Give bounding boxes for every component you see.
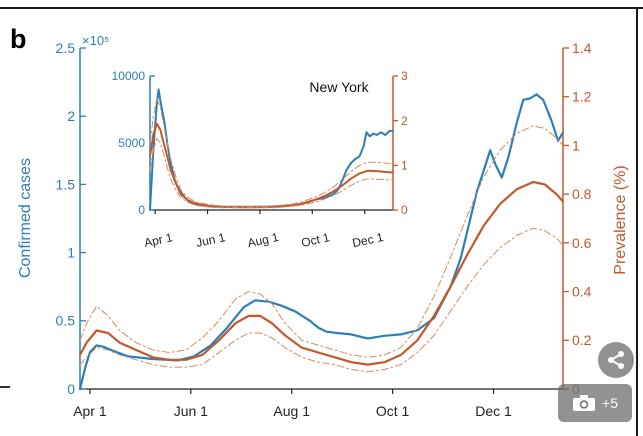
inset-title: New York (309, 79, 369, 95)
main-right-tick-label: 1.4 (572, 40, 592, 56)
main-right-tick-label: 1.2 (572, 89, 592, 105)
main-left-tick-label: 1.5 (56, 176, 76, 192)
share-icon (608, 351, 624, 369)
inset-right-tick-label: 0 (401, 203, 408, 217)
main-x-tick-label: Aug 1 (273, 403, 310, 419)
main-right-tick-label: 0.8 (572, 186, 592, 202)
main-prevalence-lower-line (79, 227, 564, 373)
main-right-tick-label: 0.4 (572, 283, 592, 299)
inset-right-tick-label: 1 (401, 159, 408, 173)
figure-right-border (636, 7, 638, 436)
main-x-tick-label: Oct 1 (376, 403, 410, 419)
inset-x-tick-label: Apr 1 (143, 230, 174, 250)
inset-prevalence-line (149, 122, 394, 209)
main-left-tick-label: 2 (67, 108, 75, 124)
main-right-axis-title: Prevalence (%) (612, 165, 629, 274)
inset-prevalence-lower-line (149, 138, 394, 209)
inset-right-tick-label: 3 (401, 69, 408, 83)
inset-left-tick-label: 10000 (112, 69, 146, 83)
inset-left-tick-label: 0 (138, 203, 145, 217)
main-x-tick-label: Dec 1 (475, 403, 512, 419)
inset-x-tick-label: Dec 1 (351, 230, 385, 250)
share-button[interactable] (598, 342, 634, 378)
inset-x-tick-label: Aug 1 (246, 230, 280, 250)
gallery-button[interactable]: +5 (558, 384, 632, 422)
gallery-count: +5 (602, 395, 618, 411)
figure-top-border (0, 7, 643, 9)
main-left-tick-label: 2.5 (56, 40, 76, 56)
inset-background (86, 60, 426, 260)
main-prevalence-upper-line (79, 125, 564, 358)
inset-x-tick-label: Oct 1 (300, 230, 331, 250)
inset-left-tick-label: 5000 (118, 136, 145, 150)
main-left-tick-label: 0 (67, 381, 75, 397)
inset-right-tick-label: 2 (401, 114, 408, 128)
main-right-tick-label: 0.2 (572, 332, 592, 348)
camera-icon (573, 395, 596, 411)
page-edge-tick (0, 386, 10, 388)
inset-x-tick-label: Jun 1 (195, 230, 227, 250)
main-right-tick-label: 0.6 (572, 235, 592, 251)
inset-prevalence-upper-line (149, 97, 394, 207)
main-x-tick-label: Apr 1 (73, 403, 107, 419)
main-left-axis-title: Confirmed cases (17, 158, 34, 278)
panel-label: b (10, 24, 27, 54)
main-left-tick-label: 1 (67, 245, 75, 261)
main-left-tick-label: 0.5 (56, 313, 76, 329)
main-prevalence-line (78, 180, 565, 366)
main-left-axis-multiplier: ×10⁵ (82, 33, 109, 48)
main-x-tick-label: Jun 1 (174, 403, 208, 419)
main-right-tick-label: 1 (572, 137, 580, 153)
